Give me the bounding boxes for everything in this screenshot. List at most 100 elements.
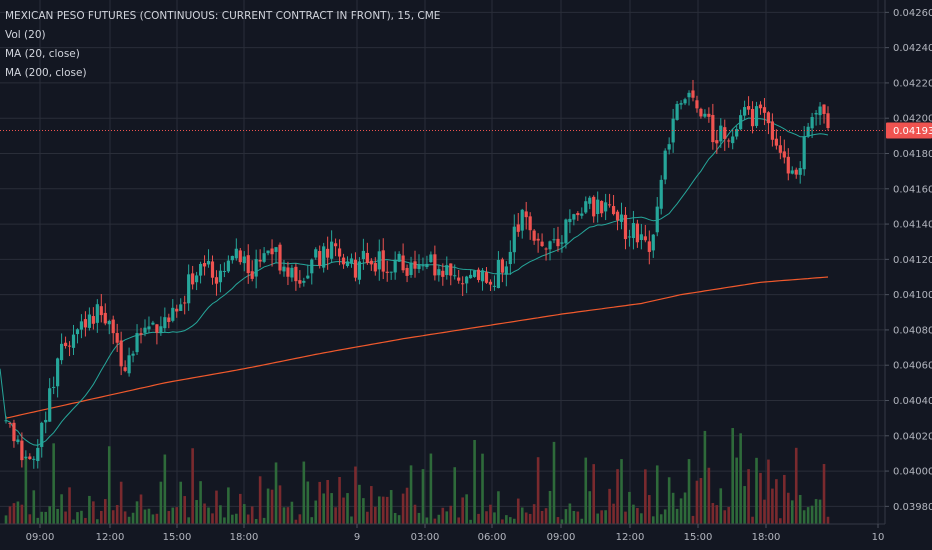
volume-bar	[612, 503, 615, 524]
time-tick-label: 18:00	[752, 532, 781, 543]
volume-bar	[552, 441, 556, 524]
candle-body	[417, 264, 421, 270]
candle-body	[548, 241, 552, 250]
candle-body	[536, 238, 540, 241]
candle-body	[310, 259, 314, 274]
candle-body	[699, 108, 703, 117]
volume-bar	[810, 505, 814, 524]
candle-body	[202, 263, 207, 267]
volume-bar	[743, 486, 746, 524]
candle-body	[32, 458, 36, 460]
volume-bar	[127, 516, 131, 524]
volume-bar	[826, 516, 830, 524]
candle-body	[28, 456, 32, 460]
volume-bar	[604, 510, 607, 524]
volume-bar	[461, 497, 464, 524]
candle-body	[226, 260, 230, 272]
candle-body	[766, 112, 771, 124]
symbol-title[interactable]: MEXICAN PESO FUTURES (CONTINUOUS: CURREN…	[5, 10, 441, 22]
volume-bar	[155, 513, 159, 524]
volume-bar	[528, 513, 532, 524]
candle-body	[373, 263, 377, 272]
time-tick-label: 09:00	[26, 532, 55, 543]
volume-bar	[306, 481, 310, 524]
volume-bar	[342, 497, 345, 524]
volume-bar	[794, 447, 798, 524]
candle-body	[298, 280, 302, 284]
candle-body	[651, 234, 655, 251]
volume-bar	[505, 515, 508, 524]
candle-body	[790, 170, 794, 174]
candle-body	[250, 271, 254, 279]
candle-body	[472, 270, 477, 277]
time-tick-label: 12:00	[616, 532, 645, 543]
volume-bar	[548, 490, 552, 524]
legend-volume[interactable]: Vol (20)	[5, 29, 46, 41]
volume-bar	[735, 457, 738, 524]
legend-ma20[interactable]: MA (20, close)	[5, 48, 80, 60]
volume-bar	[242, 504, 246, 524]
candle-body	[230, 255, 234, 261]
price-tick-label: 0.04000	[893, 467, 932, 478]
candle-body	[210, 261, 215, 278]
time-tick-label: 10	[872, 532, 885, 543]
candle-body	[413, 261, 417, 269]
volume-bar	[310, 517, 314, 524]
time-axis[interactable]: 09:00 12:00 15:00 18:00 9 03:00 06:00 09:00 12:0…	[26, 524, 885, 543]
candle-body	[12, 422, 16, 442]
volume-bar	[235, 513, 238, 524]
candle-body	[258, 259, 262, 262]
volume-bar	[520, 507, 524, 524]
volume-bar	[20, 504, 24, 524]
volume-bar	[72, 519, 75, 524]
volume-bar	[314, 500, 318, 524]
candle-body	[576, 213, 580, 216]
candle-body	[532, 230, 536, 241]
volume-bar	[274, 462, 278, 524]
candle-body	[818, 106, 822, 116]
volume-bar	[16, 501, 20, 524]
candle-body	[246, 255, 250, 274]
candle-body	[822, 104, 826, 114]
candle-body	[385, 271, 389, 273]
volume-bar	[211, 513, 214, 524]
candle-body	[627, 236, 632, 238]
volume-bar	[290, 501, 294, 524]
candle-body	[135, 333, 139, 353]
legend-ma200[interactable]: MA (200, close)	[5, 67, 87, 79]
candle-body	[437, 269, 441, 276]
volume-bar	[763, 499, 766, 524]
volume-bar	[68, 487, 71, 524]
candle-body	[206, 260, 211, 265]
volume-bar	[790, 500, 794, 524]
volume-bar	[56, 508, 59, 524]
volume-bar	[822, 464, 826, 524]
volume-bar	[187, 517, 190, 524]
candle-body	[198, 263, 203, 276]
candle-body	[183, 302, 187, 304]
candle-body	[794, 169, 798, 175]
candle-body	[151, 322, 155, 325]
candle-body	[71, 334, 76, 348]
candle-body	[619, 214, 624, 222]
price-tick-label: 0.04180	[893, 149, 932, 160]
candle-body	[484, 272, 489, 283]
candle-body	[218, 270, 223, 283]
volume-bar	[215, 490, 218, 524]
time-tick-label: 03:00	[411, 532, 440, 543]
candle-body	[469, 274, 473, 279]
volume-bar	[44, 511, 48, 524]
candle-body	[584, 201, 588, 213]
candle-body	[377, 251, 381, 270]
candle-body	[381, 250, 385, 272]
volume-bar	[711, 503, 715, 524]
candle-body	[449, 263, 453, 276]
volume-bar	[223, 517, 226, 524]
candle-body	[234, 248, 238, 259]
volume-bar	[445, 511, 449, 524]
candle-body	[750, 109, 755, 127]
price-axis[interactable]: 0.04260 0.04240 0.04220 0.04200 0.04180 0.041…	[885, 8, 932, 513]
volume-bar	[544, 508, 548, 524]
candle-body	[67, 345, 72, 347]
